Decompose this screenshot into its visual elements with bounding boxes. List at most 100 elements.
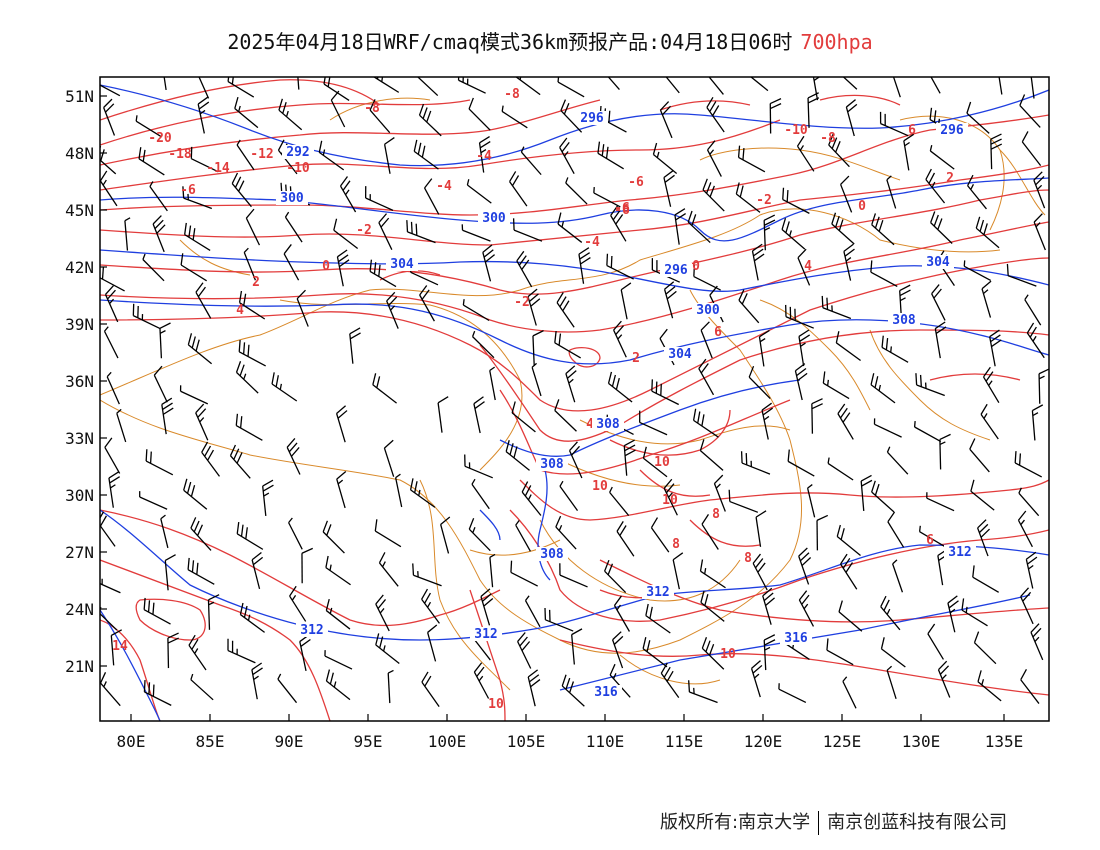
wind-barb: [639, 410, 668, 436]
wind-barb: [871, 213, 895, 246]
wind-barb: [512, 218, 543, 242]
wind-barb: [611, 631, 624, 669]
wind-barb: [427, 624, 438, 662]
wind-barb: [161, 397, 174, 435]
wind-barb: [843, 243, 855, 281]
wind-barb: [143, 680, 172, 706]
wind-barb: [468, 97, 491, 131]
wind-barb: [1024, 294, 1042, 326]
wind-barb: [531, 362, 542, 397]
wind-barb: [378, 552, 399, 587]
wind-barb: [1031, 404, 1044, 441]
wind-barb: [322, 520, 345, 554]
wind-barb: [698, 358, 715, 396]
wind-barb: [606, 253, 634, 280]
temperature-label: 2: [946, 171, 954, 186]
wind-barb: [880, 637, 906, 668]
wind-barb: [135, 115, 163, 138]
wind-barb: [822, 371, 850, 400]
wind-barb: [982, 366, 1000, 404]
wind-barb: [286, 437, 301, 475]
lon-tick-label: 95E: [354, 732, 383, 751]
wind-barb: [167, 632, 179, 669]
lat-tick-label: 24N: [65, 600, 94, 619]
temperature-label: 2: [632, 351, 640, 366]
wind-barb: [330, 90, 346, 128]
wind-barb: [124, 217, 131, 251]
wind-barb: [930, 211, 953, 244]
copyright-owner: 版权所有:南京大学: [660, 812, 811, 833]
wind-barb: [532, 330, 544, 366]
wind-barb: [515, 77, 541, 96]
wind-barb: [642, 637, 668, 668]
wind-barb: [480, 588, 494, 626]
wind-barb: [100, 145, 117, 175]
lat-tick-label: 33N: [65, 429, 94, 448]
wind-barb: [1021, 131, 1042, 167]
wind-barb: [103, 98, 116, 136]
wind-barb: [565, 365, 577, 403]
wind-barb: [164, 554, 176, 591]
wind-barb: [231, 172, 252, 208]
wind-barb: [1019, 94, 1041, 128]
temperature-label: 8: [712, 507, 720, 522]
wind-barb: [870, 373, 896, 404]
wind-barb: [873, 418, 902, 438]
height-label: 308: [892, 313, 916, 328]
height-label-bg: [780, 631, 812, 645]
wind-barbs: [100, 77, 1049, 709]
wind-barb: [816, 514, 829, 551]
lat-tick-label: 30N: [65, 486, 94, 505]
height-label: 308: [540, 457, 564, 472]
wind-barb: [659, 101, 673, 139]
wind-barb: [871, 480, 895, 513]
wind-barb: [1030, 77, 1035, 99]
temperature-label: -10: [286, 161, 310, 176]
wind-barb: [489, 553, 496, 588]
wind-barb: [179, 385, 209, 405]
wind-barb: [110, 629, 123, 666]
wind-barb: [642, 446, 668, 478]
temperature-label: 0: [858, 199, 866, 214]
wind-barb: [100, 578, 121, 594]
wind-barb: [913, 421, 942, 443]
temperature-label: 0: [322, 259, 330, 274]
height-label-bg: [944, 545, 976, 559]
wind-barb: [892, 559, 904, 593]
wind-barb: [416, 77, 439, 97]
wind-barb: [440, 516, 451, 554]
wind-barb: [1026, 322, 1045, 359]
wind-barb: [937, 660, 951, 698]
wind-barb: [728, 489, 759, 513]
wind-barb: [386, 291, 399, 329]
wind-barb: [687, 210, 711, 244]
wind-barb: [1006, 263, 1037, 287]
wind-barb: [650, 517, 670, 553]
wind-barb: [699, 439, 724, 471]
wind-barb: [195, 282, 212, 319]
wind-barb: [374, 519, 402, 548]
wind-barb: [471, 330, 495, 359]
wind-barb: [975, 216, 1000, 249]
wind-barb: [929, 145, 955, 170]
wind-barb: [990, 133, 1003, 170]
wind-barb: [778, 683, 807, 704]
wind-barb: [277, 673, 298, 704]
lat-tick-label: 42N: [65, 258, 94, 277]
wind-barb: [473, 662, 490, 699]
wind-barb: [515, 520, 531, 552]
wind-barb: [970, 479, 995, 511]
wind-barb: [961, 598, 988, 627]
wind-barb: [1033, 171, 1046, 209]
wind-barb: [369, 99, 391, 134]
height-label: 296: [580, 111, 604, 126]
wind-barb: [880, 595, 901, 631]
wind-barb: [139, 491, 168, 510]
wind-barb: [284, 211, 303, 243]
wind-barb: [926, 492, 955, 512]
wind-barb: [473, 396, 485, 434]
wind-barb: [947, 595, 959, 633]
height-label: 308: [540, 547, 564, 562]
wind-barb: [325, 669, 351, 701]
plot-frame: [99, 76, 1050, 722]
